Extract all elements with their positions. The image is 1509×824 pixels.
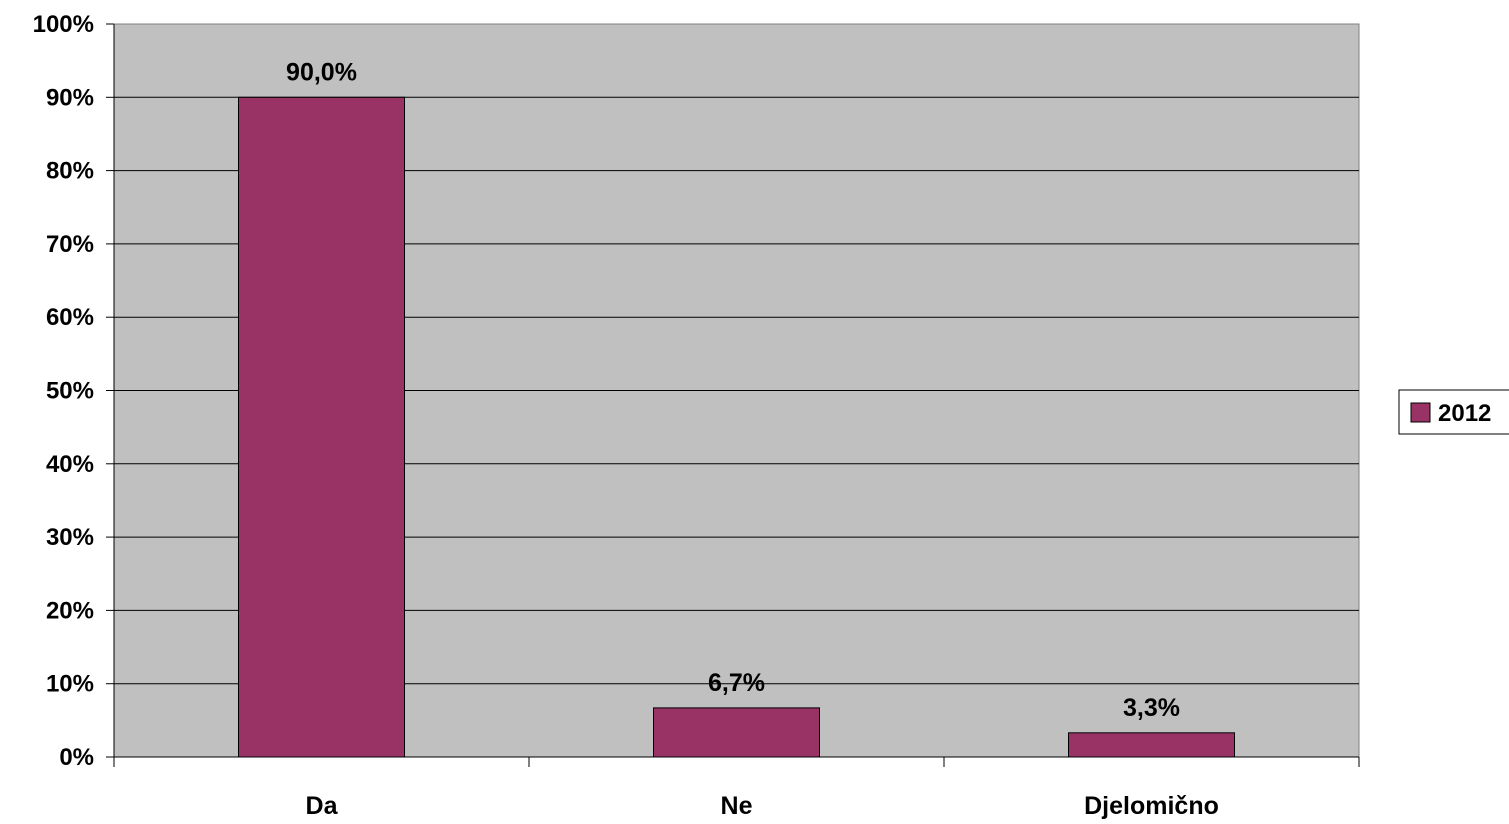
y-tick-label: 30% — [46, 524, 94, 551]
y-tick-label: 40% — [46, 451, 94, 478]
y-tick-label: 20% — [46, 597, 94, 624]
x-axis: Da Ne Djelomično — [113, 756, 1360, 820]
x-category-label-0: Da — [306, 792, 339, 820]
y-tick-label: 50% — [46, 378, 94, 405]
bar-1 — [653, 707, 820, 758]
bar-2 — [1068, 732, 1235, 758]
bars — [238, 96, 1235, 758]
data-label-1: 6,7% — [708, 669, 765, 697]
y-tick-label: 70% — [46, 231, 94, 258]
bar-0 — [238, 96, 405, 758]
data-labels: 90,0% 6,7% 3,3% — [286, 58, 1180, 722]
legend-swatch — [1410, 402, 1431, 423]
legend: 2012 — [1398, 389, 1509, 435]
x-category-label-1: Ne — [721, 792, 753, 820]
x-category-label-2: Djelomično — [1084, 792, 1219, 820]
y-tick-label: 100% — [33, 11, 94, 38]
y-tick-label: 10% — [46, 671, 94, 698]
y-axis-ticks: 0% 10% 20% 30% 40% 50% 60% 70% 80% 90% 100% — [33, 11, 114, 771]
y-tick-label: 60% — [46, 304, 94, 331]
y-tick-label: 0% — [59, 744, 94, 771]
legend-label: 2012 — [1438, 400, 1491, 427]
data-label-0: 90,0% — [286, 58, 357, 86]
y-tick-label: 90% — [46, 84, 94, 111]
data-label-2: 3,3% — [1123, 694, 1180, 722]
y-tick-label: 80% — [46, 158, 94, 185]
